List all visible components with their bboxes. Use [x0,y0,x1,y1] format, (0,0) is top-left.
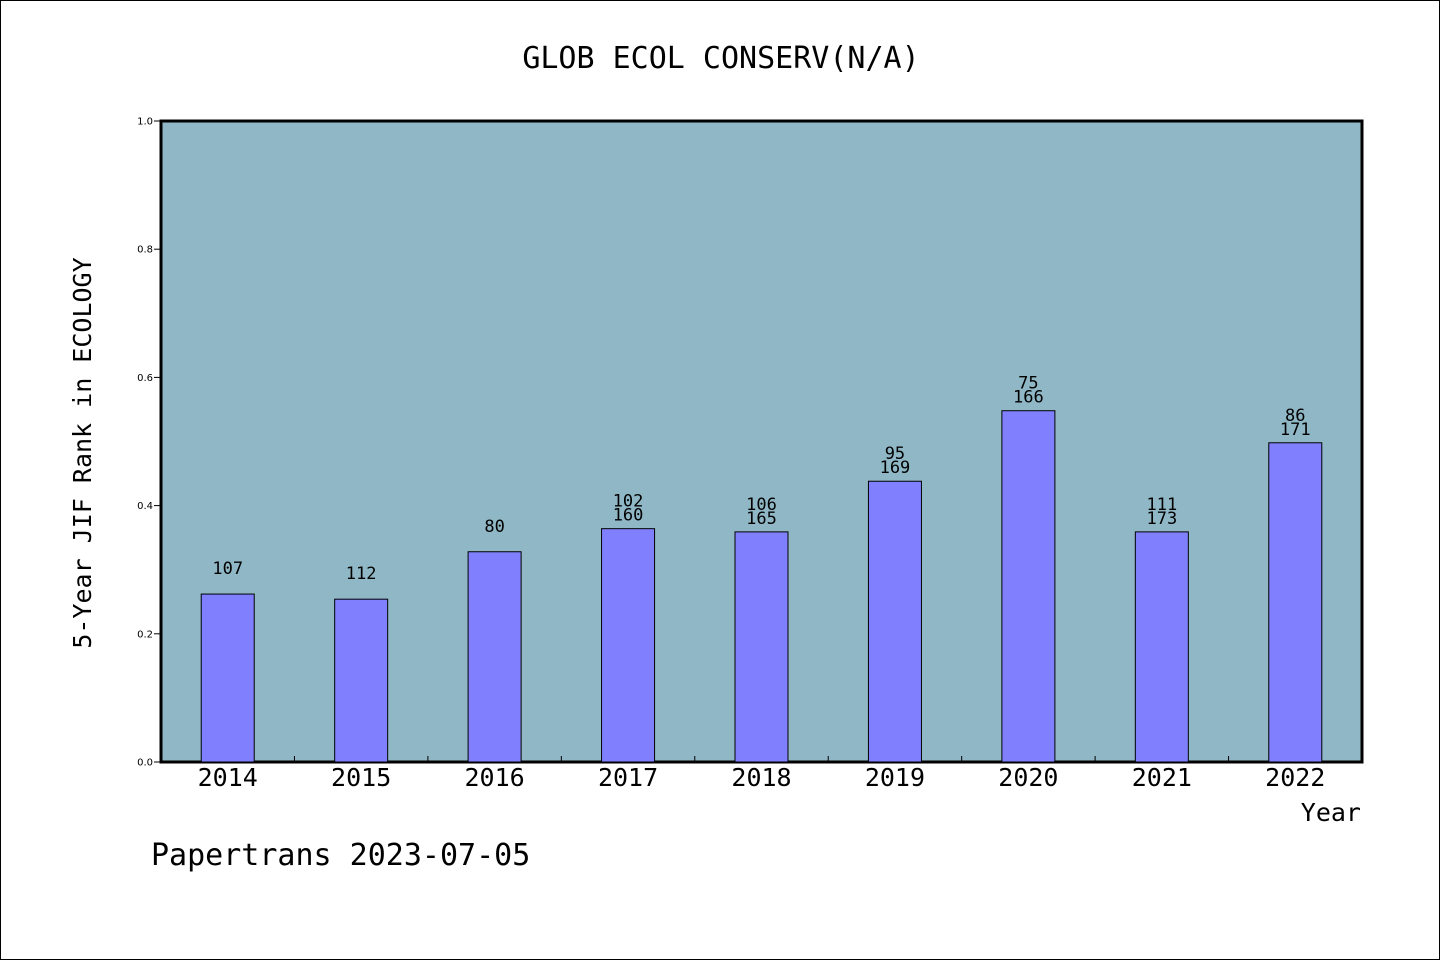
x-tick-label: 2020 [998,763,1058,792]
y-tick-label: 0.4 [137,501,153,512]
bar-data-label: 75 [1018,374,1038,394]
bar-data-label: 86 [1285,406,1305,426]
x-tick-label: 2014 [198,763,258,792]
bar-2018 [734,531,789,763]
bar-data-label: 111 [1146,495,1177,515]
bar-data-label: 160 [613,506,644,526]
bar-data-label: 166 [1013,388,1044,408]
bar-2016 [467,551,522,763]
x-tick-label: 2018 [731,763,791,792]
x-tick-label: 2016 [465,763,525,792]
x-tick-label: 2015 [331,763,391,792]
y-tick-label: 0.0 [137,758,153,769]
x-axis-label: Year [1301,798,1361,827]
bar-2022 [1268,442,1323,763]
bar-data-label: 112 [346,564,377,584]
x-tick-label: 2022 [1265,763,1325,792]
y-tick-label: 1.0 [137,117,153,128]
bar-2021 [1134,531,1189,763]
bar-data-label: 95 [885,444,905,464]
x-tick-label: 2017 [598,763,658,792]
x-tick-label: 2019 [865,763,925,792]
y-tick-label: 0.2 [137,629,153,640]
chart-title: GLOB ECOL CONSERV(N/A) [522,41,919,76]
x-tick-label: 2021 [1132,763,1192,792]
bar-data-label: 80 [484,517,504,537]
bar-data-label: 169 [880,458,911,478]
bar-data-label: 171 [1280,420,1311,440]
bar-2019 [867,480,922,763]
bar-data-label: 165 [746,509,777,529]
bar-data-label: 107 [212,559,243,579]
y-axis-label: 5-Year JIF Rank in ECOLOGY [68,257,97,648]
bar-2014 [200,593,255,763]
footer-credit: Papertrans 2023-07-05 [151,838,530,873]
y-tick-label: 0.6 [137,373,153,384]
bar-2020 [1001,410,1056,763]
bar-2015 [334,598,389,763]
bar-data-label: 173 [1146,509,1177,529]
bar-2017 [601,528,656,763]
bar-data-label: 102 [613,492,644,512]
y-tick-label: 0.8 [137,245,153,256]
bar-data-label: 106 [746,495,777,515]
